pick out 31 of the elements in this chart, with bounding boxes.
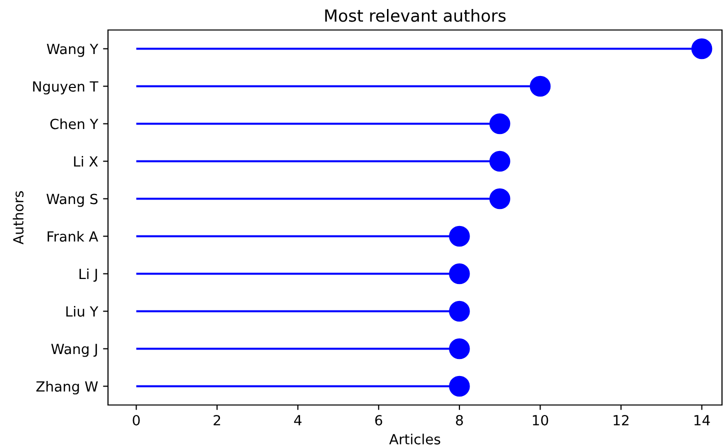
y-tick-label: Nguyen T: [33, 81, 98, 94]
y-tick-label: Li J: [80, 268, 97, 282]
point: [449, 376, 470, 397]
x-tick-label: 12: [614, 414, 628, 426]
y-axis-title: Authors: [12, 191, 24, 244]
point: [449, 263, 470, 284]
point: [489, 188, 510, 210]
y-tick-label: Wang Y: [46, 44, 98, 57]
x-tick-label: 2: [214, 414, 220, 426]
x-tick-label: 14: [694, 415, 710, 426]
y-tick-label: Frank A: [48, 230, 98, 242]
x-tick-label: 6: [375, 414, 382, 426]
x-tick-label: 4: [294, 415, 302, 426]
point: [530, 76, 551, 97]
y-tick-label: Liu Y: [66, 306, 98, 317]
point: [449, 338, 470, 360]
point: [489, 150, 510, 172]
y-tick-label: Chen Y: [50, 118, 98, 130]
point: [489, 113, 510, 134]
y-tick-label: Wang S: [46, 194, 98, 207]
point: [449, 226, 470, 247]
point: [449, 300, 470, 322]
y-tick-label: Zhang W: [36, 380, 98, 394]
x-tick-label: 10: [532, 414, 548, 426]
x-tick-label: 0: [132, 414, 140, 426]
x-tick-label: 8: [456, 414, 463, 426]
point: [691, 38, 712, 60]
y-tick-label: Wang J: [51, 344, 97, 357]
y-tick-label: Li X: [74, 156, 98, 167]
x-axis-title: Articles: [389, 434, 440, 444]
chart-title: Most relevant authors: [325, 9, 506, 22]
